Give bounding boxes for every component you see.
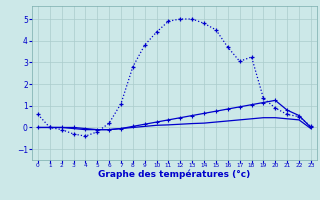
X-axis label: Graphe des températures (°c): Graphe des températures (°c) [98, 170, 251, 179]
